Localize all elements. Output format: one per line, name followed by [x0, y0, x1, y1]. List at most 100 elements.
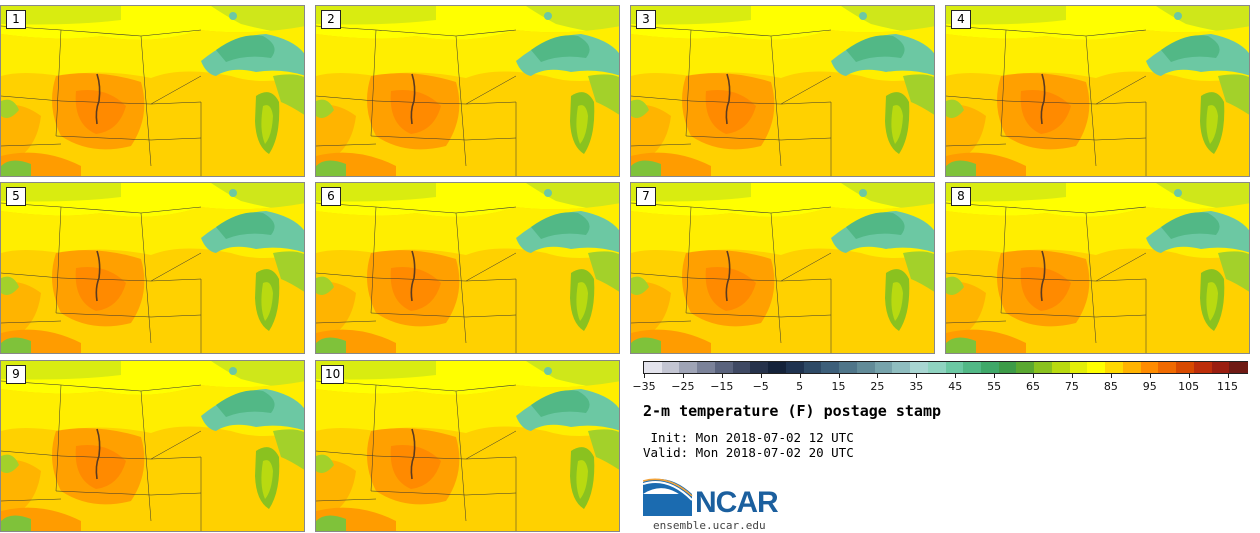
- colorbar-tick-mark: [1033, 374, 1035, 378]
- colorbar-segment: [927, 362, 947, 373]
- member-number: 1: [6, 10, 26, 29]
- colorbar-segment: [661, 362, 681, 373]
- member-number: 4: [951, 10, 971, 29]
- colorbar-segment: [1211, 362, 1230, 373]
- colorbar-tick-mark: [877, 374, 879, 378]
- colorbar-segment: [1122, 362, 1142, 373]
- colorbar-segment: [697, 362, 716, 373]
- member-number: 10: [321, 365, 345, 384]
- colorbar-segment: [1176, 362, 1195, 373]
- colorbar-segment: [1034, 362, 1053, 373]
- temperature-map: [631, 183, 934, 353]
- colorbar-segment: [1087, 362, 1106, 373]
- colorbar-tick-mark: [760, 374, 762, 378]
- colorbar-segment: [1229, 362, 1248, 373]
- temperature-map: [631, 6, 934, 176]
- ncar-logo-text: NCAR: [695, 486, 779, 519]
- colorbar-segment: [732, 362, 751, 373]
- member-panel-3: 3: [630, 5, 935, 177]
- colorbar-tick-label: 15: [831, 380, 846, 393]
- colorbar-tick-label: 5: [796, 380, 804, 393]
- member-panel-4: 4: [945, 5, 1250, 177]
- colorbar-tick-mark: [1188, 374, 1190, 378]
- member-panel-1: 1: [0, 5, 305, 177]
- member-panel-7: 7: [630, 182, 935, 354]
- colorbar-segment: [750, 362, 769, 373]
- colorbar-tick-label: 75: [1064, 380, 1079, 393]
- member-panel-9: 9: [0, 360, 305, 532]
- colorbar-tick-mark: [955, 374, 957, 378]
- colorbar-tick-label: 35: [909, 380, 924, 393]
- temperature-map: [946, 183, 1249, 353]
- colorbar-segment: [910, 362, 929, 373]
- colorbar-tick-label: 65: [1026, 380, 1041, 393]
- colorbar-segment: [963, 362, 982, 373]
- colorbar-tick-mark: [682, 374, 684, 378]
- colorbar-tick-label: −15: [710, 380, 734, 393]
- colorbar-segment: [679, 362, 698, 373]
- colorbar-tick-mark: [1110, 374, 1112, 378]
- colorbar-segment: [714, 362, 734, 373]
- init-time: Init: Mon 2018-07-02 12 UTC: [643, 430, 854, 445]
- colorbar-segment: [768, 362, 787, 373]
- colorbar-segment: [644, 362, 663, 373]
- colorbar-segment: [998, 362, 1018, 373]
- colorbar-tick-label: −35: [632, 380, 656, 393]
- colorbar-segment: [1193, 362, 1213, 373]
- member-panel-2: 2: [315, 5, 620, 177]
- colorbar-segment: [1105, 362, 1124, 373]
- temperature-map: [1, 6, 304, 176]
- temperature-map: [316, 361, 619, 531]
- colorbar-tick-label: −25: [671, 380, 695, 393]
- colorbar-tick-mark: [916, 374, 918, 378]
- colorbar-tick-mark: [1149, 374, 1151, 378]
- temperature-map: [1, 183, 304, 353]
- colorbar-segment: [785, 362, 805, 373]
- colorbar-tick-label: 105: [1178, 380, 1200, 393]
- colorbar-tick-mark: [994, 374, 996, 378]
- temperature-map: [1, 361, 304, 531]
- colorbar-segment: [945, 362, 964, 373]
- member-number: 3: [636, 10, 656, 29]
- member-number: 6: [321, 187, 341, 206]
- colorbar-segment: [1016, 362, 1035, 373]
- colorbar-segment: [821, 362, 840, 373]
- colorbar-segment: [892, 362, 911, 373]
- temperature-map: [316, 6, 619, 176]
- colorbar-tick-mark: [644, 374, 645, 378]
- colorbar-segment: [1140, 362, 1159, 373]
- colorbar-segment: [1069, 362, 1088, 373]
- colorbar-segment: [839, 362, 858, 373]
- colorbar-segment: [980, 362, 1000, 373]
- colorbar-segment: [856, 362, 876, 373]
- logo-url: ensemble.ucar.edu: [653, 519, 766, 532]
- colorbar-tick-label: 85: [1103, 380, 1118, 393]
- member-panel-5: 5: [0, 182, 305, 354]
- figure-title: 2-m temperature (F) postage stamp: [643, 402, 942, 420]
- colorbar-tick-label: 55: [987, 380, 1002, 393]
- temperature-map: [316, 183, 619, 353]
- colorbar-tick-label: 95: [1142, 380, 1157, 393]
- colorbar-segment: [803, 362, 822, 373]
- member-panel-8: 8: [945, 182, 1250, 354]
- colorbar-segment: [1051, 362, 1071, 373]
- member-panel-6: 6: [315, 182, 620, 354]
- temperature-map: [946, 6, 1249, 176]
- colorbar-tick-label: −5: [752, 380, 769, 393]
- colorbar-segment: [874, 362, 893, 373]
- member-number: 9: [6, 365, 26, 384]
- member-number: 8: [951, 187, 971, 206]
- member-number: 5: [6, 187, 26, 206]
- colorbar-tick-label: 115: [1217, 380, 1239, 393]
- member-panel-10: 10: [315, 360, 620, 532]
- member-number: 2: [321, 10, 341, 29]
- member-number: 7: [636, 187, 656, 206]
- ncar-logo-icon: [643, 478, 693, 516]
- temperature-colorbar: [643, 361, 1248, 374]
- valid-time: Valid: Mon 2018-07-02 20 UTC: [643, 445, 854, 460]
- colorbar-tick-mark: [721, 374, 723, 378]
- colorbar-tick-label: 45: [948, 380, 963, 393]
- colorbar-tick-mark: [838, 374, 840, 378]
- colorbar-tick-label: 25: [870, 380, 885, 393]
- colorbar-tick-mark: [799, 374, 801, 378]
